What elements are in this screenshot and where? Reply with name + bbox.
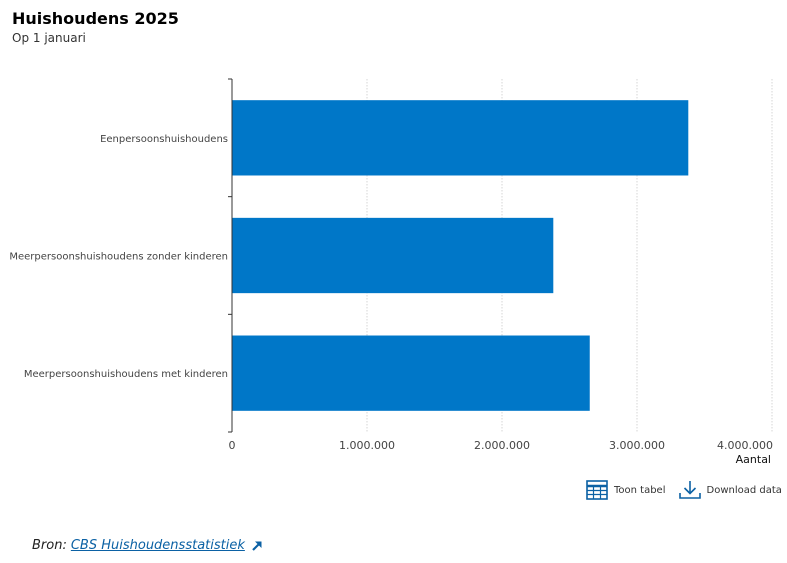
download-icon bbox=[678, 481, 701, 499]
bar bbox=[232, 100, 689, 176]
chart-subtitle: Op 1 januari bbox=[12, 31, 86, 45]
show-table-label: Toon tabel bbox=[614, 484, 666, 496]
x-tick-label: 3.000.000 bbox=[609, 439, 665, 452]
bar-chart: 0 1.000.000 2.000.000 3.000.000 4.000.000Aan… bbox=[9, 78, 773, 466]
source-prefix: Bron: bbox=[32, 538, 67, 553]
external-link-icon[interactable] bbox=[251, 540, 263, 552]
download-data-button[interactable]: Download data bbox=[678, 480, 782, 500]
x-tick-label: 1.000.000 bbox=[339, 439, 395, 452]
show-table-button[interactable]: Toon tabel bbox=[586, 480, 666, 500]
bar bbox=[232, 335, 590, 411]
chart-actions: Toon tabel Download data bbox=[586, 480, 782, 500]
x-tick-label: 2.000.000 bbox=[474, 439, 530, 452]
category-label: Meerpersoonshuishoudens zonder kinderen bbox=[9, 252, 228, 263]
category-label: Meerpersoonshuishoudens met kinderen bbox=[24, 369, 228, 380]
source-line: Bron: CBS Huishoudensstatistiek bbox=[32, 538, 263, 553]
chart-title: Huishoudens 2025 bbox=[12, 9, 179, 28]
x-tick-label: 0 bbox=[229, 439, 236, 452]
category-label: Eenpersoonshuishoudens bbox=[100, 134, 228, 145]
download-data-label: Download data bbox=[706, 484, 782, 496]
source-link[interactable]: CBS Huishoudensstatistiek bbox=[70, 538, 245, 553]
bar bbox=[232, 217, 554, 294]
x-tick-label: 4.000.000 bbox=[717, 439, 773, 452]
x-axis-title: Aantal bbox=[736, 453, 771, 466]
table-icon bbox=[586, 480, 608, 500]
